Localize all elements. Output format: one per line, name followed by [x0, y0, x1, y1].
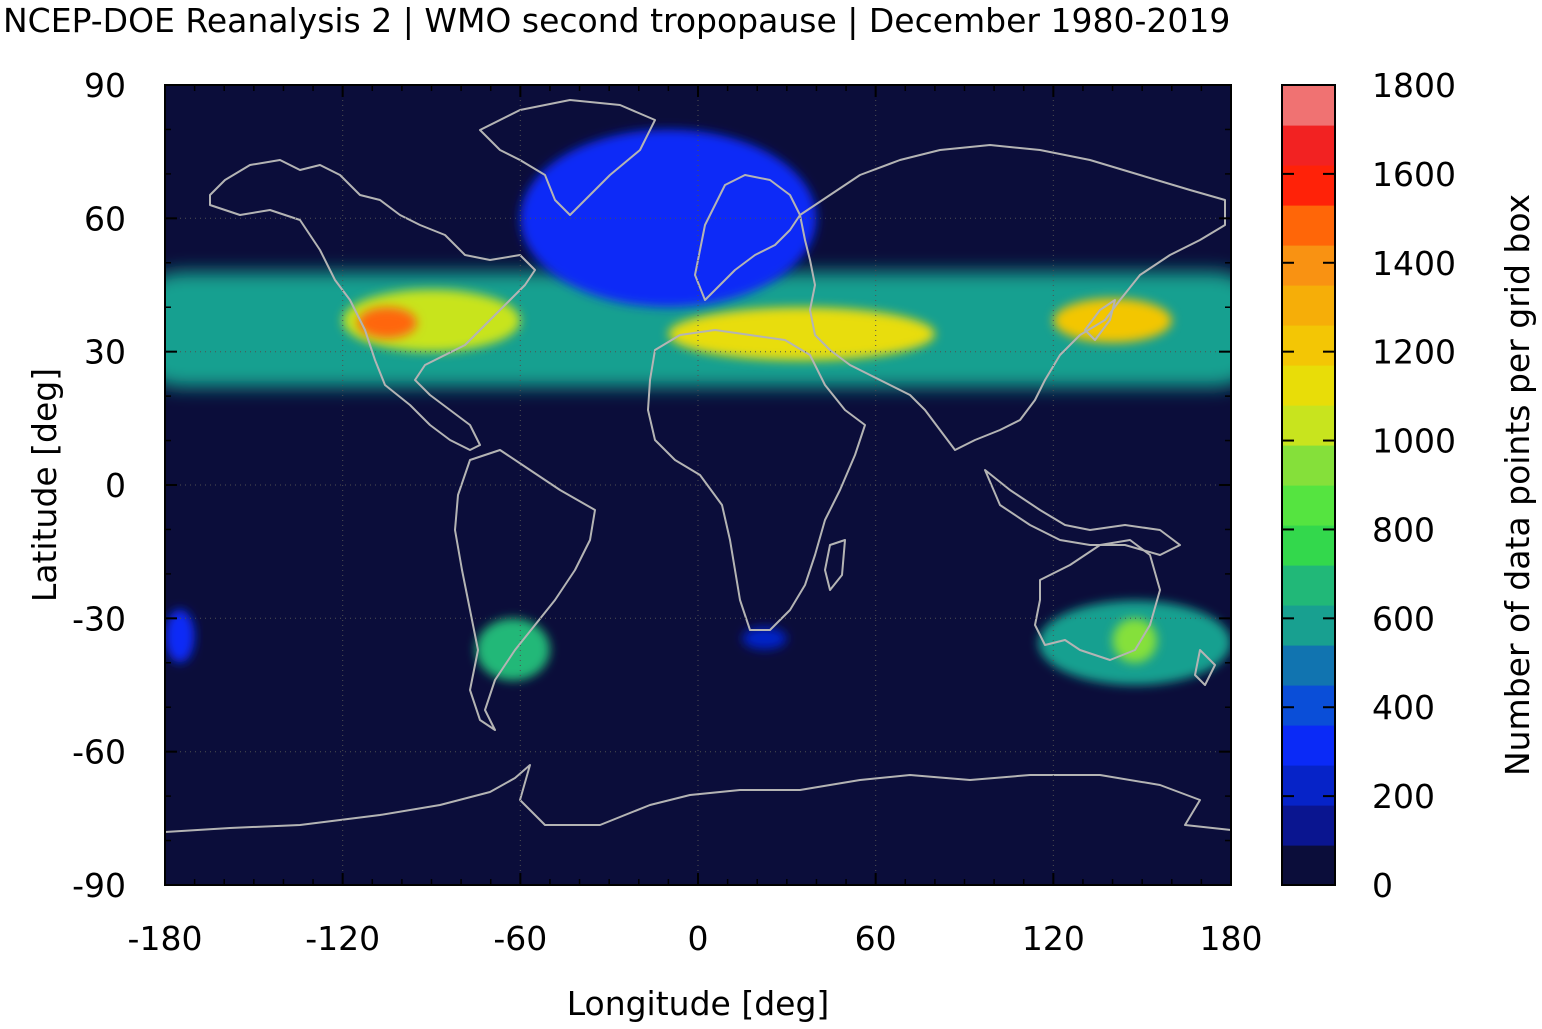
colorbar-tick-label: 1400 — [1372, 244, 1456, 283]
colorbar-tick-label: 1200 — [1372, 333, 1456, 372]
x-tick-label: 0 — [688, 919, 709, 958]
heat-feature — [1053, 298, 1172, 343]
colorbar-segment — [1282, 245, 1335, 286]
heatmap-layer — [165, 129, 1231, 685]
y-axis-label: Latitude [deg] — [25, 368, 64, 602]
colorbar-tick-label: 600 — [1372, 599, 1435, 638]
colorbar-tick-label: 0 — [1372, 866, 1393, 905]
x-tick-label: -120 — [305, 919, 380, 958]
colorbar-tick-label: 800 — [1372, 510, 1435, 549]
colorbar-segment — [1282, 765, 1335, 806]
colorbar-segment — [1282, 845, 1335, 886]
x-tick-label: -180 — [128, 919, 203, 958]
colorbar-ticks: 1800 1600 1400 1200 1000 800 600 400 200 0 — [1282, 66, 1456, 905]
colorbar-segment — [1282, 165, 1335, 206]
x-tick-label: 180 — [1200, 919, 1263, 958]
colorbar-frame — [1281, 84, 1336, 886]
colorbar-tick-label: 1600 — [1372, 155, 1456, 194]
x-axis: -180 -120 -60 0 60 120 180 — [128, 85, 1263, 958]
colorbar-label: Number of data points per grid box — [1498, 194, 1537, 776]
colorbar — [1282, 85, 1335, 886]
plot-grid — [165, 85, 1231, 885]
chart-title: NCEP-DOE Reanalysis 2 | WMO second tropo… — [3, 1, 1230, 40]
y-tick-label: 90 — [84, 66, 126, 105]
colorbar-segment — [1282, 645, 1335, 686]
colorbar-tick-label: 1800 — [1372, 66, 1456, 105]
colorbar-segment — [1282, 285, 1335, 326]
coastlines — [165, 99, 1231, 833]
y-tick-label: 30 — [84, 333, 126, 372]
colorbar-segment — [1282, 445, 1335, 486]
colorbar-segment — [1282, 85, 1335, 126]
colorbar-segment — [1282, 725, 1335, 766]
x-tick-label: -60 — [493, 919, 547, 958]
heat-feature — [357, 307, 417, 339]
x-tick-label: 60 — [855, 919, 897, 958]
colorbar-segment — [1282, 565, 1335, 606]
x-tick-label: 120 — [1022, 919, 1085, 958]
colorbar-tick-label: 1000 — [1372, 422, 1456, 461]
colorbar-segment — [1282, 805, 1335, 846]
colorbar-segment — [1282, 325, 1335, 366]
heat-feature — [165, 609, 195, 663]
y-tick-label: -90 — [72, 866, 126, 905]
colorbar-segment — [1282, 525, 1335, 566]
colorbar-tick-label: 200 — [1372, 777, 1435, 816]
heat-feature — [668, 307, 935, 361]
heat-feature — [1112, 618, 1157, 663]
heat-feature — [520, 129, 817, 308]
colorbar-segment — [1282, 205, 1335, 246]
y-tick-label: -30 — [72, 599, 126, 638]
colorbar-segment — [1282, 365, 1335, 406]
x-axis-label: Longitude [deg] — [567, 984, 830, 1023]
colorbar-segment — [1282, 605, 1335, 646]
colorbar-segment — [1282, 685, 1335, 726]
y-axis: 90 60 30 0 -30 -60 -90 — [72, 66, 1231, 905]
heat-feature — [742, 627, 787, 650]
y-tick-label: -60 — [72, 733, 126, 772]
colorbar-segment — [1282, 485, 1335, 526]
colorbar-segment — [1282, 405, 1335, 446]
y-tick-label: 0 — [105, 466, 126, 505]
colorbar-segment — [1282, 125, 1335, 166]
colorbar-tick-label: 400 — [1372, 688, 1435, 727]
y-tick-label: 60 — [84, 199, 126, 238]
heat-feature — [475, 618, 550, 681]
